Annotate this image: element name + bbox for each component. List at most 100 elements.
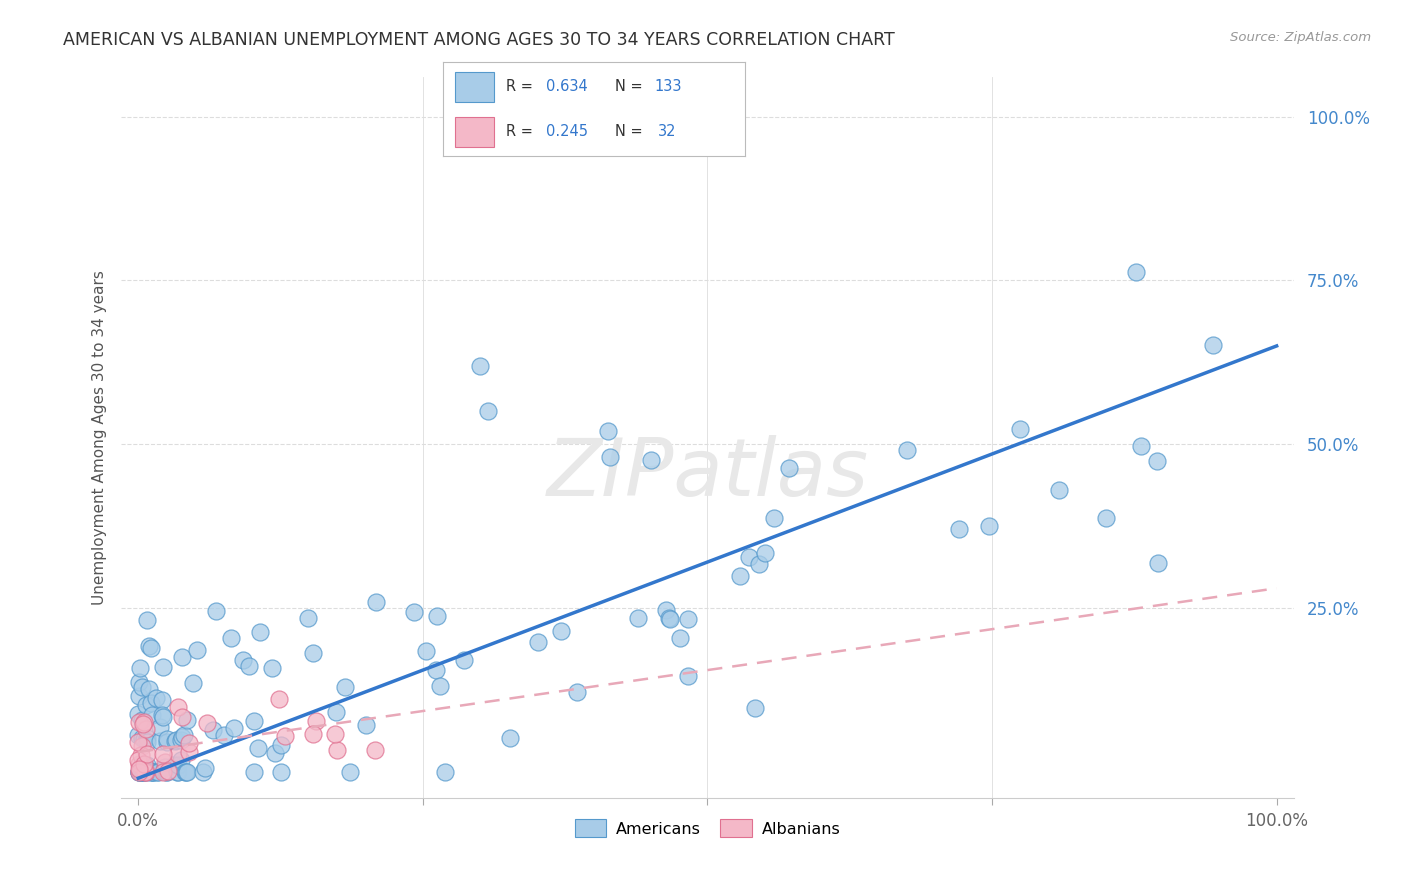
Point (141, 764, 163, 779)
Point (415, 643, 437, 657)
Point (165, 734, 187, 748)
Text: 0.634: 0.634 (546, 79, 588, 95)
Point (129, 764, 152, 779)
Point (658, 612, 681, 626)
Point (170, 710, 193, 724)
Point (167, 757, 190, 772)
Point (166, 747, 188, 761)
Point (142, 764, 165, 779)
Point (669, 631, 692, 645)
Point (170, 730, 193, 744)
Bar (456, 117, 495, 147)
Point (135, 698, 157, 712)
Point (763, 511, 786, 525)
Point (132, 756, 155, 771)
Point (128, 661, 150, 675)
Point (977, 519, 1000, 533)
Point (138, 640, 160, 654)
Point (132, 764, 155, 779)
Point (323, 727, 346, 741)
Text: N =: N = (616, 124, 652, 139)
Point (948, 522, 970, 536)
Point (212, 728, 235, 742)
Point (135, 747, 157, 761)
Point (1010, 422, 1032, 436)
Point (136, 613, 159, 627)
Point (238, 659, 260, 673)
Point (326, 743, 349, 757)
Text: R =: R = (506, 79, 538, 95)
Point (134, 757, 156, 772)
Point (181, 676, 204, 690)
Point (128, 675, 150, 690)
Point (170, 732, 193, 747)
Point (221, 631, 243, 645)
Point (155, 764, 177, 779)
Point (202, 723, 225, 737)
Point (131, 739, 153, 753)
Point (128, 764, 150, 779)
Point (139, 764, 162, 779)
Point (173, 728, 195, 742)
Point (477, 404, 499, 418)
Point (302, 646, 325, 660)
Point (640, 453, 662, 467)
Point (896, 443, 918, 458)
Point (191, 764, 214, 779)
Point (152, 747, 174, 762)
Point (128, 757, 150, 772)
Point (354, 718, 377, 732)
Point (655, 603, 678, 617)
Point (134, 764, 156, 779)
Point (128, 762, 150, 776)
Point (139, 641, 162, 656)
Point (748, 557, 770, 571)
Point (146, 764, 169, 779)
Point (135, 731, 157, 745)
Point (402, 605, 425, 619)
Point (778, 461, 800, 475)
Point (526, 635, 548, 649)
Point (128, 714, 150, 729)
Point (129, 748, 152, 763)
Point (127, 735, 149, 749)
Point (129, 764, 152, 778)
Point (152, 764, 174, 779)
Text: 0.245: 0.245 (546, 124, 588, 139)
Point (174, 764, 197, 779)
Y-axis label: Unemployment Among Ages 30 to 34 years: Unemployment Among Ages 30 to 34 years (93, 270, 107, 605)
Point (195, 716, 218, 731)
Point (222, 721, 245, 735)
Point (153, 755, 176, 769)
Bar (456, 72, 495, 102)
Point (1147, 556, 1170, 570)
Point (249, 625, 271, 640)
Point (565, 685, 588, 699)
Point (1047, 483, 1070, 497)
Point (425, 609, 447, 624)
Point (260, 661, 283, 675)
Point (247, 740, 270, 755)
Point (135, 723, 157, 737)
Point (267, 692, 290, 706)
Point (204, 604, 226, 618)
Text: 133: 133 (655, 79, 682, 95)
Point (156, 764, 179, 778)
Point (176, 764, 198, 779)
Point (128, 764, 150, 779)
Point (127, 753, 149, 767)
Text: Source: ZipAtlas.com: Source: ZipAtlas.com (1230, 31, 1371, 45)
Point (136, 735, 159, 749)
Point (156, 735, 179, 749)
Point (134, 732, 156, 747)
Point (156, 732, 179, 747)
Point (150, 693, 173, 707)
Point (128, 764, 150, 779)
Point (127, 707, 149, 722)
Point (136, 764, 159, 779)
Point (658, 611, 681, 625)
Point (335, 680, 357, 694)
Point (429, 679, 451, 693)
Point (364, 595, 387, 609)
Point (166, 700, 188, 714)
